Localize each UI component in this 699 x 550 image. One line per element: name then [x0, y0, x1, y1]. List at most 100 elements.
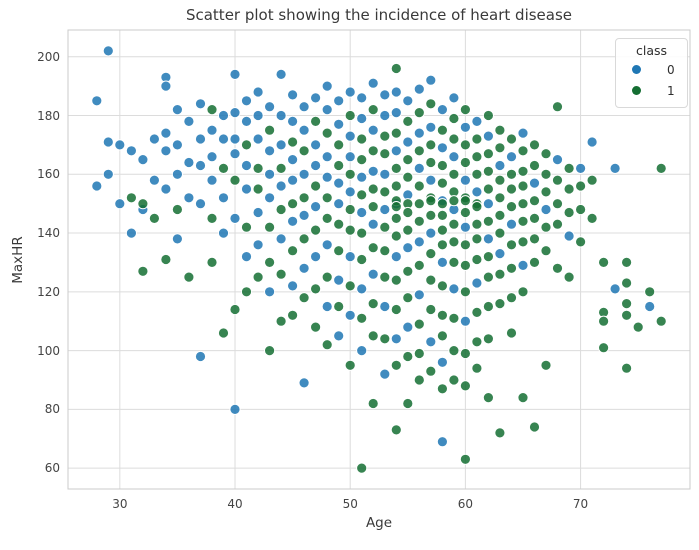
chart-title: Scatter plot showing the incidence of he…: [185, 6, 573, 24]
data-point-class0: [482, 198, 494, 210]
data-point-class1: [459, 453, 471, 465]
data-point-class1: [298, 292, 310, 304]
x-tick-label: 50: [342, 497, 358, 511]
data-point-class1: [206, 256, 218, 268]
legend-marker-class0-icon: [632, 65, 641, 74]
data-point-class0: [528, 177, 541, 189]
y-tick-label: 60: [44, 461, 60, 476]
data-point-class1: [356, 312, 368, 324]
data-point-class0: [471, 186, 483, 198]
data-point-class1: [310, 283, 322, 295]
data-point-class0: [367, 268, 379, 280]
data-point-class0: [194, 98, 207, 110]
data-point-class1: [425, 195, 437, 207]
data-point-class1: [459, 239, 471, 251]
data-point-class0: [264, 192, 276, 204]
data-point-class1: [310, 180, 322, 192]
data-point-class1: [390, 359, 402, 371]
data-point-class0: [148, 133, 160, 145]
data-point-class1: [264, 124, 276, 136]
data-point-class1: [390, 274, 402, 286]
data-point-class1: [367, 397, 379, 410]
data-point-class1: [379, 130, 391, 142]
data-point-class0: [252, 206, 264, 219]
data-point-class1: [505, 327, 518, 339]
data-point-class1: [425, 98, 437, 110]
data-point-class0: [425, 121, 437, 133]
data-point-class0: [275, 68, 287, 81]
data-point-class0: [436, 142, 448, 154]
data-point-class1: [425, 274, 437, 286]
data-point-class1: [436, 383, 448, 395]
data-point-class1: [471, 306, 483, 318]
data-point-class1: [471, 218, 483, 230]
data-point-class1: [494, 174, 506, 186]
data-point-class1: [436, 209, 448, 221]
data-point-class1: [333, 300, 345, 313]
data-point-class0: [402, 95, 414, 107]
data-point-class1: [379, 221, 391, 233]
data-point-class0: [125, 145, 137, 157]
data-point-class0: [102, 136, 114, 148]
data-point-class1: [540, 168, 552, 180]
y-tick-label: 160: [37, 167, 60, 182]
data-point-class1: [287, 309, 299, 321]
data-point-class0: [275, 180, 287, 192]
data-point-class1: [448, 236, 460, 248]
data-point-class1: [505, 201, 518, 213]
data-point-class1: [459, 139, 471, 151]
data-point-class0: [148, 174, 160, 186]
data-point-class1: [505, 183, 518, 195]
data-point-class1: [494, 298, 506, 310]
data-point-class0: [298, 101, 310, 113]
data-point-class0: [252, 133, 264, 145]
data-point-class0: [125, 227, 137, 239]
data-point-class1: [390, 180, 402, 192]
data-point-class0: [252, 109, 264, 122]
data-point-class0: [333, 198, 345, 210]
data-point-class1: [517, 236, 529, 248]
data-point-class1: [413, 145, 425, 157]
data-point-class1: [310, 115, 322, 128]
data-point-class0: [505, 151, 518, 163]
data-point-class0: [344, 309, 356, 321]
data-point-class0: [275, 109, 287, 122]
data-point-class1: [413, 374, 425, 386]
data-point-class1: [379, 148, 391, 160]
data-point-class0: [379, 203, 391, 216]
data-point-class1: [425, 156, 437, 169]
data-point-class1: [459, 206, 471, 219]
data-point-class0: [183, 192, 195, 204]
data-point-class1: [171, 203, 183, 216]
data-point-class1: [436, 280, 448, 292]
data-point-class0: [390, 86, 402, 98]
data-point-class0: [436, 104, 448, 116]
data-point-class1: [655, 162, 667, 174]
data-point-class1: [321, 127, 333, 139]
data-point-class0: [102, 168, 114, 180]
data-point-class0: [321, 104, 333, 116]
data-point-class0: [367, 77, 379, 89]
data-point-class1: [264, 345, 276, 357]
data-point-class0: [206, 174, 218, 186]
data-point-class1: [482, 109, 494, 122]
data-point-class1: [356, 154, 368, 166]
data-point-class0: [171, 139, 183, 151]
data-point-class1: [471, 336, 483, 348]
data-point-class1: [287, 245, 299, 257]
data-point-class0: [310, 251, 322, 263]
x-axis-label: Age: [365, 515, 393, 531]
data-point-class1: [379, 333, 391, 345]
data-point-class1: [390, 230, 402, 242]
data-point-class1: [356, 253, 368, 266]
data-point-class1: [494, 142, 506, 154]
data-point-class1: [137, 265, 149, 277]
data-point-class1: [425, 248, 437, 260]
data-point-class0: [471, 277, 483, 289]
data-point-class1: [240, 221, 253, 233]
data-point-class1: [413, 318, 425, 330]
data-point-class0: [344, 130, 356, 142]
data-point-class1: [137, 198, 149, 210]
data-point-class0: [333, 330, 345, 342]
data-point-class1: [563, 206, 575, 219]
